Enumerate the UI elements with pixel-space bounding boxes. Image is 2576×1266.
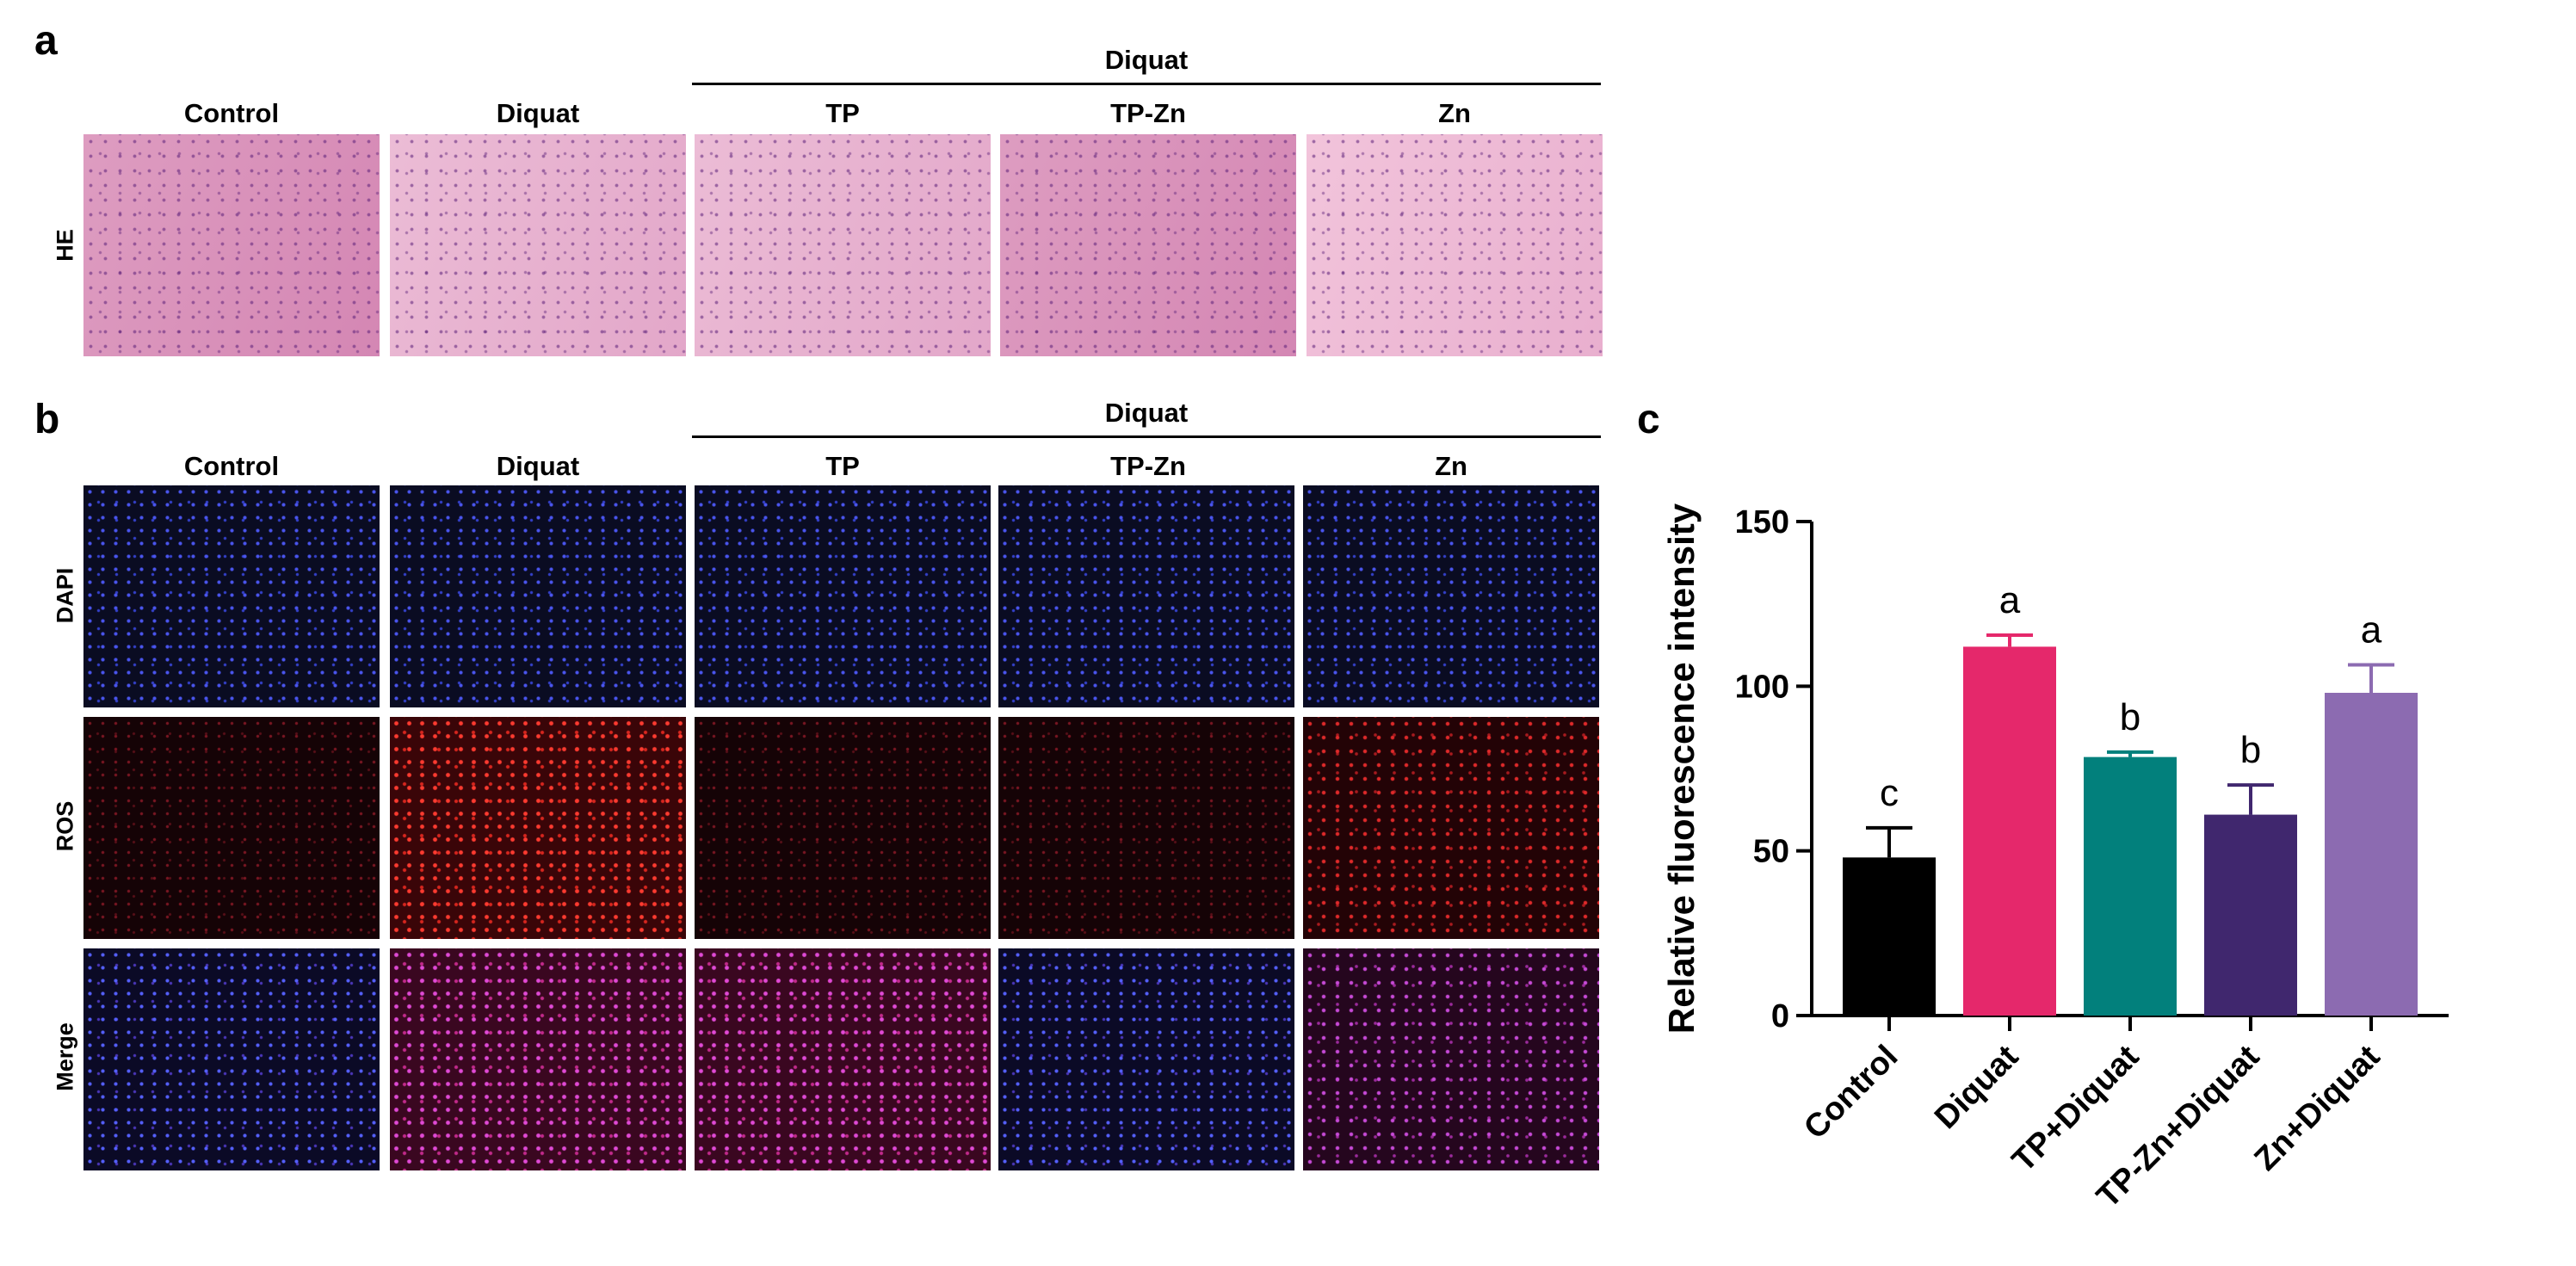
significance-label-4: a xyxy=(2361,608,2382,651)
he-control-image xyxy=(83,134,380,356)
merge-control-image xyxy=(83,948,380,1170)
category-label-4: Zn+Diquat xyxy=(2248,1038,2388,1177)
bar-1 xyxy=(1963,646,2056,1016)
panel-b-row-dapi: DAPI xyxy=(52,567,78,624)
significance-label-2: b xyxy=(2120,696,2140,738)
he-zn-image xyxy=(1307,134,1603,356)
panel-a-letter: a xyxy=(34,18,58,64)
panel-b-row-ros: ROS xyxy=(52,800,78,852)
panel-b-col-control: Control xyxy=(183,451,280,481)
ros-diquat-image xyxy=(390,717,686,939)
panel-b-group-label: Diquat xyxy=(1104,398,1189,428)
y-tick-label-0: 0 xyxy=(1771,998,1789,1034)
panel-b-col-diquat: Diquat xyxy=(496,451,580,481)
panel-a-col-control: Control xyxy=(183,98,280,128)
ros-control-image xyxy=(83,717,380,939)
bar-3 xyxy=(2204,814,2297,1016)
panel-a-col-diquat: Diquat xyxy=(496,98,580,128)
category-label-1: Diquat xyxy=(1928,1038,2026,1136)
panel-a-col-tp: TP xyxy=(825,98,860,128)
panel-b-group-line xyxy=(692,435,1601,438)
bar-4 xyxy=(2325,692,2418,1016)
category-label-0: Control xyxy=(1797,1039,1905,1146)
panel-c-letter: c xyxy=(1637,397,1660,442)
significance-label-1: a xyxy=(1999,579,2021,621)
panel-b-col-zn: Zn xyxy=(1435,451,1467,481)
he-diquat-image xyxy=(390,134,686,356)
significance-label-0: c xyxy=(1880,772,1899,814)
y-axis-label: Relative fluorescence intensity xyxy=(1661,503,1702,1034)
panel-b-col-tp: TP xyxy=(825,451,860,481)
bar-0 xyxy=(1843,857,1936,1016)
bar-2 xyxy=(2084,757,2177,1016)
dapi-control-image xyxy=(83,485,380,707)
merge-diquat-image xyxy=(390,948,686,1170)
panel-a-col-zn: Zn xyxy=(1438,98,1471,128)
panel-a-group-line xyxy=(692,83,1601,85)
dapi-tp-image xyxy=(695,485,991,707)
significance-label-3: b xyxy=(2240,729,2261,771)
dapi-diquat-image xyxy=(390,485,686,707)
ros-zn-image xyxy=(1303,717,1599,939)
dapi-tp-zn-image xyxy=(998,485,1294,707)
y-tick-label-150: 150 xyxy=(1735,504,1789,540)
y-tick-label-50: 50 xyxy=(1753,834,1789,870)
panel-b-col-tp-zn: TP-Zn xyxy=(1110,451,1186,481)
dapi-zn-image xyxy=(1303,485,1599,707)
panel-a-row-he: HE xyxy=(52,229,78,262)
panel-b-letter: b xyxy=(34,397,60,442)
he-tp-zn-image xyxy=(1000,134,1296,356)
panel-a-group-label: Diquat xyxy=(1104,45,1189,75)
panel-a-col-tp-zn: TP-Zn xyxy=(1110,98,1186,128)
ros-tp-zn-image xyxy=(998,717,1294,939)
merge-tp-image xyxy=(695,948,991,1170)
merge-zn-image xyxy=(1303,948,1599,1170)
ros-tp-image xyxy=(695,717,991,939)
merge-tp-zn-image xyxy=(998,948,1294,1170)
panel-b-row-merge: Merge xyxy=(52,1022,78,1091)
he-tp-image xyxy=(695,134,991,356)
y-tick-label-100: 100 xyxy=(1735,669,1789,705)
bar-chart: 0 50 100 150 Relative fluorescence intensity… xyxy=(1661,503,2449,1215)
